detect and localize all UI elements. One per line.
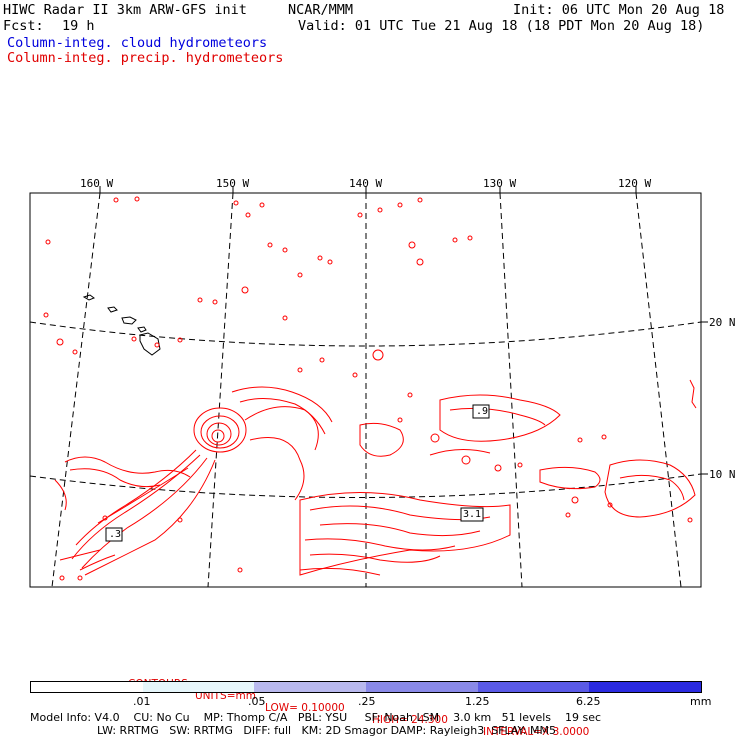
- lon-label-160w: 160 W: [80, 177, 114, 190]
- model-info-line2: LW: RRTMG SW: RRTMG DIFF: full KM: 2D Sm…: [97, 724, 557, 737]
- colorbar-tick: 6.25: [576, 695, 601, 708]
- contour-units: UNITS=mm: [195, 690, 256, 702]
- forecast-label: Fcst:: [3, 18, 44, 34]
- lon-label-130w: 130 W: [483, 177, 517, 190]
- colorbar-tick: .25: [358, 695, 376, 708]
- colorbar-tick: 1.25: [465, 695, 490, 708]
- init-time: Init: 06 UTC Mon 20 Aug 18: [513, 2, 725, 18]
- field-precip-label: Column-integ. precip. hydrometeors: [7, 50, 284, 66]
- colorbar: [30, 681, 702, 693]
- contour-high: HIGH= 24.300: [372, 714, 448, 726]
- org-label: NCAR/MMM: [288, 2, 354, 18]
- max-label: 3.1: [463, 509, 482, 520]
- max-label: .3: [109, 529, 122, 540]
- precip-contours: [43, 196, 697, 581]
- colorbar-bin: [254, 682, 367, 692]
- graticule: [29, 192, 702, 588]
- lon-label-150w: 150 W: [216, 177, 250, 190]
- colorbar-bin: [142, 682, 255, 692]
- colorbar-units: mm: [690, 695, 712, 708]
- scattered-cells: [43, 196, 693, 581]
- colorbar-bin: [477, 682, 590, 692]
- hawaii-islands: [82, 294, 161, 356]
- contour-interval: INTERVAL=X 3.0000: [483, 726, 590, 738]
- hurricane-contours: [71, 386, 333, 576]
- lat-label-20n: 20 N: [709, 316, 736, 329]
- colorbar-bin: [366, 682, 478, 692]
- title: HIWC Radar II 3km ARW-GFS init: [3, 2, 247, 18]
- field-cloud-label: Column-integ. cloud hydrometeors: [7, 35, 268, 51]
- lat-label-10n: 10 N: [709, 468, 736, 481]
- model-info-line1: Model Info: V4.0 CU: No Cu MP: Thomp C/A…: [30, 711, 602, 724]
- valid-time: Valid: 01 UTC Tue 21 Aug 18 (18 PDT Mon …: [298, 18, 705, 34]
- max-label: .9: [476, 406, 489, 417]
- colorbar-tick: .05: [248, 695, 266, 708]
- max-label-boxes: [105, 404, 490, 542]
- lon-label-120w: 120 W: [618, 177, 652, 190]
- lon-ticks: [99, 186, 708, 475]
- lon-label-140w: 140 W: [349, 177, 383, 190]
- contour-info: CONTOURS: UNITS=mm LOW= 0.10000 HIGH= 24…: [0, 666, 740, 738]
- contour-low: LOW= 0.10000: [265, 702, 345, 714]
- forecast-hour: 19 h: [62, 18, 95, 34]
- colorbar-bin: [589, 682, 702, 692]
- colorbar-tick: .01: [133, 695, 151, 708]
- colorbar-bin: [31, 682, 143, 692]
